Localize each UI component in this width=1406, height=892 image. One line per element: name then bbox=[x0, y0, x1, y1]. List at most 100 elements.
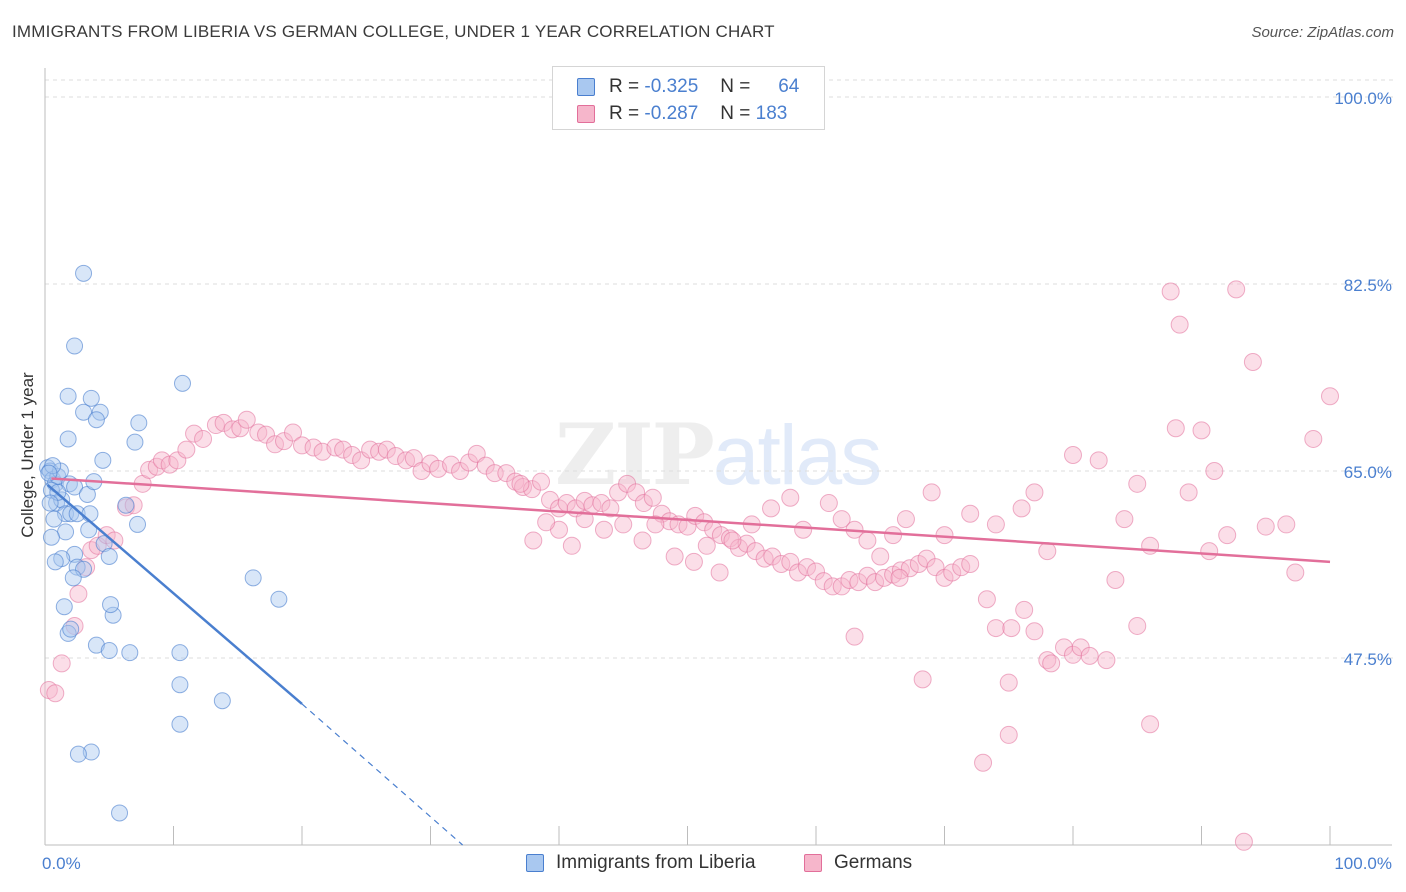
germans-point bbox=[633, 531, 652, 550]
n-label: N = bbox=[720, 103, 751, 124]
germans-point bbox=[627, 483, 646, 502]
liberia-swatch bbox=[577, 78, 595, 96]
liberia-point bbox=[129, 515, 147, 533]
germans-point bbox=[594, 520, 613, 539]
germans-point bbox=[1227, 280, 1246, 299]
germans-point bbox=[1179, 483, 1198, 502]
germans-point bbox=[1170, 315, 1189, 334]
series-legend: Immigrants from Liberia Germans bbox=[0, 852, 1406, 878]
liberia-point bbox=[244, 569, 262, 587]
germans-point bbox=[840, 570, 859, 589]
germans-point bbox=[284, 423, 303, 442]
germans-point bbox=[913, 670, 932, 689]
germans-point bbox=[1025, 483, 1044, 502]
y-tick-label: 47.5% bbox=[1344, 650, 1392, 669]
germans-point bbox=[832, 577, 851, 596]
germans-point bbox=[1115, 510, 1134, 529]
germans-point bbox=[890, 568, 909, 587]
germans-point bbox=[397, 451, 416, 470]
germans-point bbox=[343, 445, 362, 464]
germans-point bbox=[1128, 474, 1147, 493]
r-value: -0.287 bbox=[644, 103, 699, 124]
liberia-point bbox=[117, 496, 135, 514]
germans-point bbox=[1080, 646, 1099, 665]
germans-point bbox=[562, 536, 581, 555]
germans-point bbox=[537, 513, 556, 532]
germans-point bbox=[943, 563, 962, 582]
trend-lines bbox=[46, 477, 1331, 846]
n-value: 64 bbox=[778, 76, 800, 97]
liberia-point bbox=[102, 596, 120, 614]
germans-point bbox=[1141, 715, 1160, 734]
germans-point bbox=[46, 684, 65, 703]
germans-point bbox=[1166, 419, 1185, 438]
germans-point bbox=[77, 558, 96, 577]
correlation-legend: R = -0.325 N = 64 R = -0.287 N = 183 bbox=[552, 66, 825, 130]
r-value: -0.325 bbox=[644, 76, 699, 97]
liberia-point bbox=[100, 642, 118, 660]
x-tick-label: 0.0% bbox=[42, 854, 81, 873]
germans-point bbox=[223, 420, 242, 439]
source-label: Source: ZipAtlas.com bbox=[1251, 24, 1394, 41]
germans-point bbox=[1128, 616, 1147, 635]
germans-point bbox=[710, 563, 729, 582]
liberia-point bbox=[171, 644, 189, 662]
germans-point bbox=[977, 590, 996, 609]
germans-point bbox=[523, 480, 542, 499]
germans-point bbox=[601, 499, 620, 518]
liberia-point bbox=[40, 464, 58, 482]
germans-point bbox=[304, 438, 323, 457]
germans-point bbox=[697, 536, 716, 555]
liberia-point bbox=[100, 547, 118, 565]
germans-point bbox=[1243, 353, 1262, 372]
r-label: R = bbox=[609, 76, 640, 97]
germans-point bbox=[807, 562, 825, 581]
n-label: N = bbox=[720, 76, 751, 97]
germans-point bbox=[194, 429, 213, 448]
germans-point bbox=[643, 488, 662, 507]
germans-point bbox=[1012, 499, 1031, 518]
germans-point bbox=[69, 584, 88, 603]
germans-point bbox=[575, 510, 594, 529]
germans-point bbox=[781, 552, 800, 571]
germans-point bbox=[974, 753, 993, 772]
germans-point bbox=[999, 725, 1018, 744]
germans-point bbox=[1097, 651, 1116, 670]
germans-point bbox=[386, 447, 405, 466]
legend-label-germans: Germans bbox=[834, 852, 913, 873]
germans-point bbox=[614, 515, 633, 534]
germans-point bbox=[723, 531, 742, 550]
germans-point bbox=[1192, 421, 1211, 440]
germans-point bbox=[249, 423, 268, 442]
germans-point bbox=[845, 627, 864, 646]
germans-point bbox=[532, 472, 551, 491]
legend-label-liberia: Immigrants from Liberia bbox=[556, 852, 756, 873]
germans-point bbox=[476, 456, 495, 475]
r-label: R = bbox=[609, 103, 640, 124]
germans-point bbox=[896, 510, 915, 529]
germans-point bbox=[1256, 517, 1275, 536]
germans-point bbox=[737, 534, 756, 553]
liberia-point bbox=[171, 676, 189, 694]
liberia-point bbox=[41, 494, 59, 512]
germans-point bbox=[961, 554, 980, 573]
y-tick-label: 65.0% bbox=[1344, 463, 1392, 482]
germans-point bbox=[720, 529, 739, 548]
germans-point bbox=[1015, 600, 1034, 619]
germans-point bbox=[1200, 542, 1219, 561]
germans-point bbox=[858, 531, 877, 550]
germans-point bbox=[961, 504, 980, 523]
germans-point bbox=[514, 478, 533, 497]
axes: 0.0% 100.0% bbox=[42, 68, 1392, 873]
legend-item-germans[interactable]: Germans bbox=[804, 852, 912, 874]
germans-point bbox=[214, 413, 233, 432]
liberia-point bbox=[69, 745, 87, 763]
germans-point bbox=[678, 517, 697, 536]
germans-point bbox=[684, 552, 703, 571]
germans-point bbox=[814, 572, 833, 591]
germans-swatch bbox=[804, 854, 822, 872]
germans-point bbox=[377, 440, 396, 459]
legend-item-liberia[interactable]: Immigrants from Liberia bbox=[526, 852, 756, 874]
germans-point bbox=[866, 573, 885, 592]
